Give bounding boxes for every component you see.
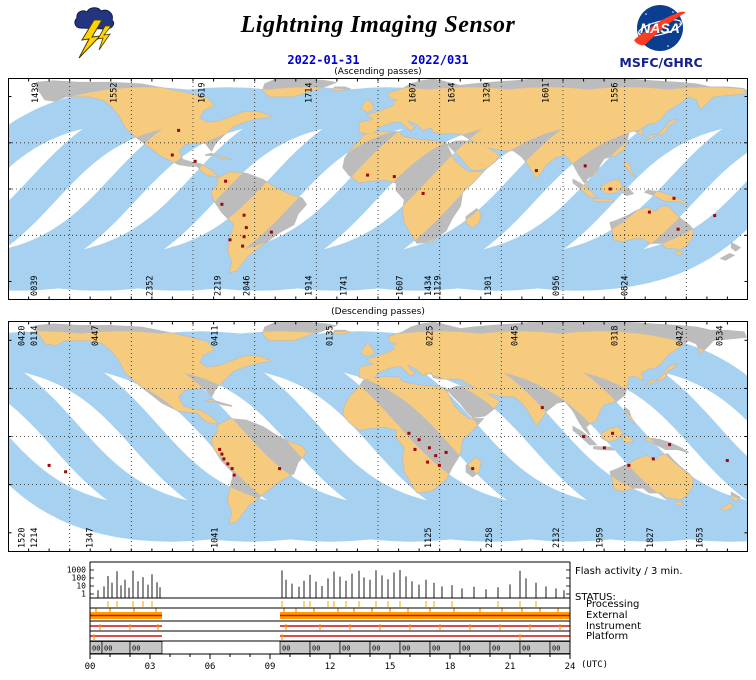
svg-text:00: 00 [92, 645, 100, 653]
status-row-platform: Platform [586, 631, 629, 642]
svg-text:100: 100 [72, 574, 87, 583]
svg-text:00: 00 [85, 662, 96, 672]
svg-text:1607: 1607 [396, 276, 406, 296]
svg-text:00: 00 [312, 645, 320, 653]
svg-text:0225: 0225 [425, 326, 435, 346]
svg-text:00: 00 [462, 645, 470, 653]
flash-activity-chart: 00 00 00 00 00 00 00 00 00 00 00 00 00 1000 100 10 1 00 03… [0, 556, 756, 680]
svg-text:03: 03 [145, 662, 156, 672]
svg-text:00: 00 [402, 645, 410, 653]
date-line: 2022-01-31 2022/031 [0, 53, 756, 67]
svg-text:18: 18 [445, 662, 456, 672]
status-row-processing: Processing [586, 599, 640, 610]
svg-text:00: 00 [372, 645, 380, 653]
status-heading: STATUS: [575, 592, 616, 603]
svg-text:00: 00 [104, 645, 112, 653]
svg-text:06: 06 [205, 662, 216, 672]
svg-text:1329: 1329 [482, 83, 492, 103]
svg-text:2258: 2258 [485, 528, 495, 548]
svg-text:0420: 0420 [18, 326, 28, 346]
svg-text:15: 15 [385, 662, 396, 672]
svg-text:0447: 0447 [91, 326, 101, 346]
svg-text:0534: 0534 [715, 326, 725, 346]
svg-text:1634: 1634 [448, 83, 458, 103]
svg-text:1129: 1129 [433, 276, 443, 296]
svg-text:00: 00 [432, 645, 440, 653]
nasa-logo-text: NASA [640, 20, 680, 36]
svg-text:1601: 1601 [542, 83, 552, 103]
svg-text:00: 00 [492, 645, 500, 653]
svg-text:24: 24 [565, 662, 576, 672]
date-day-of-year: 2022/031 [410, 53, 469, 67]
ascending-passes-map: 1439 1552 1619 1714 1607 1634 1329 1601 1556 0039… [8, 78, 748, 300]
svg-text:0039: 0039 [30, 276, 40, 296]
svg-text:1619: 1619 [197, 83, 207, 103]
svg-text:0956: 0956 [552, 276, 562, 296]
svg-text:00: 00 [342, 645, 350, 653]
svg-text:21: 21 [505, 662, 516, 672]
svg-text:1714: 1714 [305, 83, 315, 103]
svg-text:0427: 0427 [675, 326, 685, 346]
svg-text:00: 00 [282, 645, 290, 653]
status-row-external: External [586, 610, 628, 621]
date-iso: 2022-01-31 [287, 53, 360, 67]
svg-text:12: 12 [325, 662, 336, 672]
nasa-insignia-icon: NASA [628, 4, 692, 56]
svg-text:1556: 1556 [610, 83, 620, 103]
svg-text:1741: 1741 [340, 276, 350, 296]
svg-text:1827: 1827 [646, 528, 656, 548]
svg-text:0114: 0114 [30, 326, 40, 346]
status-row-instrument: Instrument [586, 621, 642, 632]
svg-text:2352: 2352 [146, 276, 156, 296]
svg-text:0411: 0411 [211, 326, 221, 346]
svg-text:1000: 1000 [67, 566, 86, 575]
descending-passes-caption: (Descending passes) [331, 307, 425, 317]
svg-text:2219: 2219 [214, 276, 224, 296]
page-title: Lightning Imaging Sensor [240, 12, 516, 38]
svg-text:0824: 0824 [621, 276, 631, 296]
svg-text:1347: 1347 [86, 528, 96, 548]
svg-text:0318: 0318 [610, 326, 620, 346]
svg-text:09: 09 [265, 662, 276, 672]
svg-text:00: 00 [132, 645, 140, 653]
svg-text:1653: 1653 [695, 528, 705, 548]
flash-activity-label: Flash activity / 3 min. [575, 566, 683, 577]
svg-text:1434: 1434 [424, 276, 434, 296]
svg-text:1914: 1914 [305, 276, 315, 296]
svg-text:1520: 1520 [18, 528, 28, 548]
svg-text:0445: 0445 [510, 326, 520, 346]
svg-text:10: 10 [76, 582, 86, 591]
agency-label: MSFC/GHRC [619, 55, 703, 70]
svg-text:1552: 1552 [109, 83, 119, 103]
svg-text:00: 00 [522, 645, 530, 653]
ascending-passes-caption: (Ascending passes) [334, 67, 422, 77]
svg-text:1041: 1041 [211, 528, 221, 548]
svg-text:1125: 1125 [424, 528, 434, 548]
svg-text:1959: 1959 [596, 528, 606, 548]
svg-text:1439: 1439 [31, 83, 41, 103]
svg-text:0135: 0135 [325, 326, 335, 346]
svg-text:2132: 2132 [552, 528, 562, 548]
svg-text:1214: 1214 [30, 528, 40, 548]
svg-text:2046: 2046 [243, 276, 253, 296]
descending-passes-map: 0420 0114 0447 0411 0135 0225 0445 0318 0427 0534… [8, 321, 748, 552]
svg-text:1301: 1301 [484, 276, 494, 296]
svg-text:1607: 1607 [408, 83, 418, 103]
storm-cloud-lightning-icon [72, 6, 116, 62]
svg-text:00: 00 [552, 645, 560, 653]
utc-unit-label: (UTC) [581, 660, 609, 670]
svg-text:1: 1 [81, 590, 86, 599]
